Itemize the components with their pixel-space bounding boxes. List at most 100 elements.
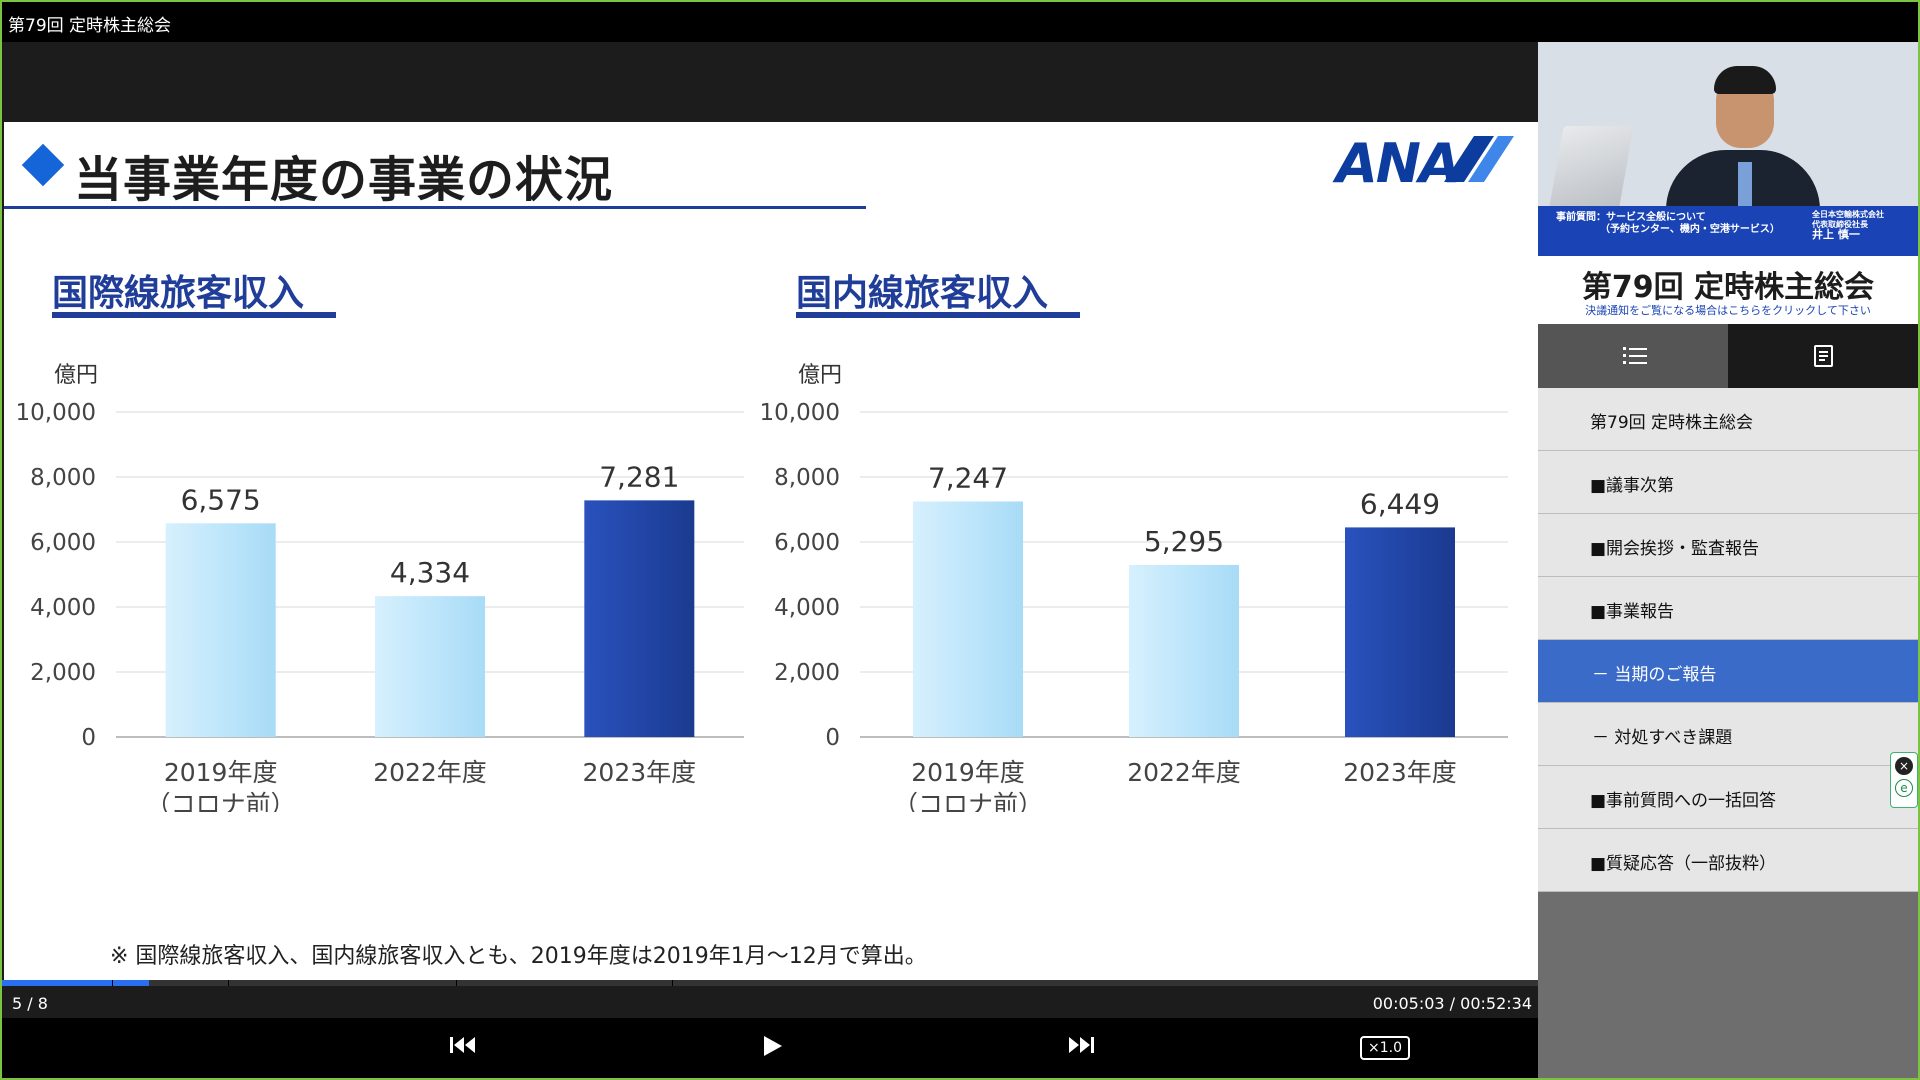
e-icon[interactable]: e: [1895, 779, 1913, 797]
chapter-marker: [456, 980, 457, 986]
caption-question-line2: （予約センター、機内・空港サービス）: [1600, 224, 1780, 235]
chapter-item[interactable]: ■議事次第: [1538, 451, 1918, 514]
banner-subtitle: 決議通知をご覧になる場合はこちらをクリックして下さい: [1585, 304, 1871, 317]
chapter-marker: [228, 980, 229, 986]
x-tick-label: （コロナ前）: [146, 790, 296, 812]
previous-button[interactable]: [448, 1034, 478, 1062]
chart-title-international: 国際線旅客収入: [52, 273, 305, 314]
chart-title-underline: [796, 312, 1080, 318]
slide-stage: 当事業年度の事業の状況 ANA 国際線旅客収入 国内線旅客収入 億円 0 2,000…: [2, 42, 1538, 1078]
speaker-tie: [1738, 162, 1752, 214]
chapter-item[interactable]: ■質疑応答（一部抜粋）: [1538, 829, 1918, 892]
bar: [165, 523, 276, 737]
y-tick-label: 0: [81, 725, 96, 751]
bar: [584, 500, 695, 737]
y-tick-label: 10,000: [16, 400, 96, 426]
data-label: 7,247: [928, 461, 1008, 494]
time-display: 00:05:03 / 00:52:34: [1372, 994, 1532, 1013]
speaker-video[interactable]: 事前質問：サービス全般について （予約センター、機内・空港サービス） 全日本空輸…: [1538, 42, 1918, 250]
skip-back-icon: [450, 1037, 475, 1053]
meeting-banner[interactable]: 第79回 定時株主総会 決議通知をご覧になる場合はこちらをクリックして下さい: [1538, 250, 1918, 324]
y-tick-label: 8,000: [774, 465, 840, 491]
bar: [913, 501, 1023, 737]
y-tick-label: 10,000: [760, 400, 840, 426]
bar: [1129, 564, 1239, 737]
y-unit-label: 億円: [798, 363, 842, 388]
close-icon[interactable]: ×: [1895, 757, 1913, 775]
title-underline: [4, 206, 866, 209]
y-tick-label: 2,000: [30, 660, 96, 686]
chapter-label: － 当期のご報告: [1592, 665, 1717, 685]
next-button[interactable]: [1066, 1034, 1096, 1062]
floating-tool-buttons: × e: [1890, 752, 1918, 808]
bullet-diamond-icon: [21, 143, 65, 187]
chapter-item[interactable]: ■事業報告: [1538, 577, 1918, 640]
chapter-item[interactable]: 第79回 定時株主総会: [1538, 388, 1918, 451]
skip-forward-icon: [1069, 1037, 1094, 1053]
data-label: 6,575: [181, 483, 261, 516]
speaker-hair: [1714, 66, 1776, 94]
x-tick-label: 2019年度: [164, 758, 278, 787]
footnote: ※ 国際線旅客収入、国内線旅客収入とも、2019年度は2019年1月～12月で算…: [110, 944, 927, 969]
play-button[interactable]: [762, 1034, 784, 1064]
document-icon: [1814, 345, 1833, 367]
chapter-item[interactable]: － 当期のご報告: [1538, 640, 1918, 703]
status-row: 5 / 8 00:05:03 / 00:52:34: [2, 988, 1538, 1018]
chapter-label: ■質疑応答（一部抜粋）: [1590, 854, 1777, 874]
tab-documents[interactable]: [1728, 324, 1918, 388]
progress-fill: [2, 980, 150, 986]
domestic-revenue-chart: 億円 0 2,000 4,000 6,000 8,000 10,000 7,247 2019年度…: [760, 363, 1508, 812]
chapter-list: 第79回 定時株主総会 ■議事次第 ■開会挨拶・監査報告 ■事業報告 － 当期のご報告 －…: [1538, 388, 1918, 892]
caption-speaker-name: 井上 慎一: [1812, 228, 1860, 241]
y-tick-label: 2,000: [774, 660, 840, 686]
chapter-label: － 対処すべき課題: [1592, 728, 1733, 748]
x-tick-label: 2019年度: [911, 758, 1025, 787]
chart-title-underline: [52, 312, 336, 318]
ana-logo-stripes-icon: [1444, 136, 1514, 182]
x-tick-label: 2022年度: [1127, 758, 1241, 787]
window-title: 第79回 定時株主総会: [8, 16, 172, 36]
y-tick-label: 4,000: [30, 595, 96, 621]
tab-chapters[interactable]: [1538, 324, 1728, 388]
chart-title-domestic: 国内線旅客収入: [796, 273, 1049, 314]
speed-button[interactable]: ×1.0: [1360, 1036, 1410, 1060]
data-label: 5,295: [1144, 525, 1224, 558]
x-tick-label: 2023年度: [1343, 758, 1457, 787]
chapter-label: ■議事次第: [1590, 476, 1675, 496]
page-indicator: 5 / 8: [12, 994, 48, 1013]
chapter-item[interactable]: － 対処すべき課題: [1538, 703, 1918, 766]
slide-title: 当事業年度の事業の状況: [74, 152, 614, 208]
y-unit-label: 億円: [54, 363, 98, 388]
chapter-item[interactable]: ■事前質問への一括回答: [1538, 766, 1918, 829]
chapter-marker: [672, 980, 673, 986]
play-icon: [764, 1036, 782, 1056]
bar: [1345, 527, 1455, 737]
y-tick-label: 8,000: [30, 465, 96, 491]
sidebar-tabs: [1538, 324, 1918, 388]
chapter-label: ■開会挨拶・監査報告: [1590, 539, 1760, 559]
chapter-list-icon: [1623, 347, 1647, 364]
bar: [375, 596, 485, 737]
ana-logo: ANA: [1336, 132, 1461, 195]
y-tick-label: 4,000: [774, 595, 840, 621]
x-tick-label: 2023年度: [583, 758, 697, 787]
sidebar: 事前質問：サービス全般について （予約センター、機内・空港サービス） 全日本空輸…: [1538, 42, 1918, 1078]
data-label: 6,449: [1360, 487, 1440, 520]
chapter-label: ■事業報告: [1590, 602, 1675, 622]
caption-company: 全日本空輸株式会社: [1812, 210, 1884, 219]
caption-position: 代表取締役社長: [1812, 220, 1868, 229]
chapter-label: ■事前質問への一括回答: [1590, 791, 1777, 811]
caption-question-line1: 事前質問：サービス全般について: [1556, 212, 1706, 223]
data-label: 4,334: [390, 556, 470, 589]
playback-controls: ×1.0: [2, 1018, 1538, 1078]
data-label: 7,281: [599, 460, 679, 493]
chapter-label: 第79回 定時株主総会: [1590, 413, 1754, 433]
x-tick-label: （コロナ前）: [893, 790, 1043, 812]
progress-bar[interactable]: [2, 980, 1538, 986]
banner-title: 第79回 定時株主総会: [1581, 270, 1875, 305]
title-bar: 第79回 定時株主総会: [2, 2, 1918, 40]
chapter-item[interactable]: ■開会挨拶・監査報告: [1538, 514, 1918, 577]
y-tick-label: 0: [825, 725, 840, 751]
y-tick-label: 6,000: [774, 530, 840, 556]
international-revenue-chart: 億円 0 2,000 4,000 6,000 8,000 10,000 6,575 2019年度…: [16, 363, 744, 812]
